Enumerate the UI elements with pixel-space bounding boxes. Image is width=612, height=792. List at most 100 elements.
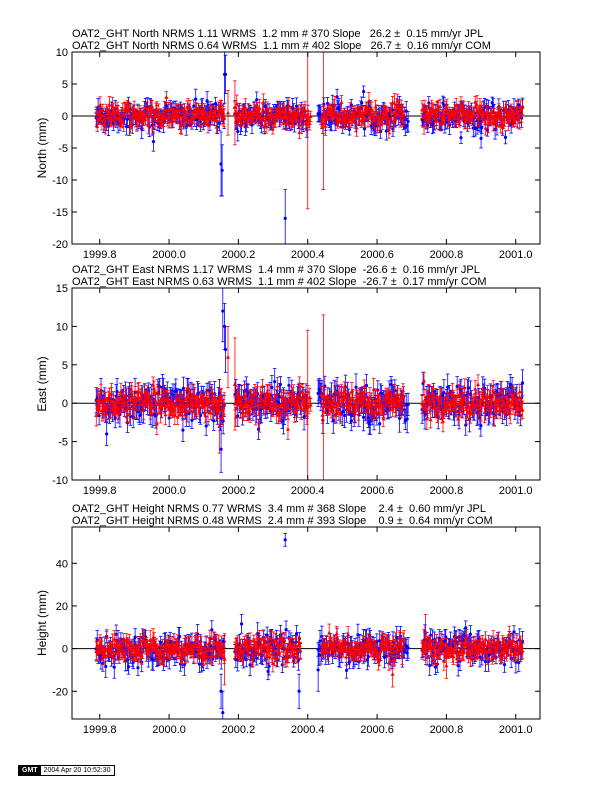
data-point — [94, 110, 99, 115]
data-point — [482, 117, 487, 122]
data-point — [480, 125, 484, 129]
panel1-header-jpl: OAT2_GHT North NRMS 1.11 WRMS 1.2 mm # 3… — [72, 28, 484, 40]
data-point — [187, 117, 192, 122]
data-point — [339, 100, 344, 104]
data-point — [434, 118, 439, 122]
data-point — [406, 119, 410, 124]
y-axis-label: North (mm) — [35, 118, 49, 179]
data-point — [205, 99, 209, 103]
data-point — [332, 102, 337, 107]
data-point — [378, 422, 382, 426]
x-tick-label: 2000.0 — [152, 249, 186, 261]
data-point — [404, 109, 408, 113]
x-tick-label: 1999.8 — [83, 249, 117, 261]
data-point — [261, 99, 266, 104]
data-point — [103, 124, 108, 129]
y-tick-label: 0 — [62, 111, 68, 123]
data-point — [97, 414, 101, 418]
data-point — [242, 115, 247, 120]
data-point — [255, 98, 259, 102]
data-point — [164, 104, 168, 109]
data-point — [391, 127, 395, 131]
data-point — [442, 391, 446, 395]
data-point — [286, 103, 291, 108]
data-point — [269, 112, 274, 117]
data-point — [349, 419, 353, 423]
data-point — [335, 95, 339, 99]
data-point — [270, 126, 275, 131]
data-point — [109, 116, 114, 121]
x-tick-label: 2000.8 — [430, 249, 464, 261]
data-point — [338, 111, 343, 116]
data-point — [214, 102, 218, 106]
data-point — [503, 105, 508, 109]
y-tick-label: -15 — [52, 207, 68, 219]
data-point — [270, 385, 274, 389]
data-point — [263, 115, 268, 119]
data-point — [421, 107, 426, 112]
data-point — [322, 102, 326, 106]
data-point — [243, 104, 248, 109]
data-point — [466, 108, 471, 113]
data-point — [406, 402, 410, 407]
data-point — [491, 121, 496, 126]
data-point — [223, 72, 228, 76]
data-point — [192, 104, 196, 108]
data-point — [512, 119, 517, 124]
data-point — [398, 116, 403, 121]
data-point — [499, 113, 504, 118]
data-point — [257, 105, 262, 110]
data-point — [298, 111, 303, 115]
data-point — [497, 110, 502, 115]
data-point — [455, 384, 459, 388]
data-point — [188, 104, 193, 109]
data-point — [354, 125, 359, 130]
y-tick-label: -20 — [52, 239, 68, 251]
data-point — [278, 382, 282, 386]
data-point — [151, 125, 156, 130]
data-point — [503, 135, 508, 139]
data-point — [284, 110, 289, 115]
data-point — [481, 110, 486, 115]
data-point — [217, 121, 221, 125]
data-point — [473, 99, 478, 104]
data-point — [299, 122, 304, 127]
data-point — [422, 123, 427, 128]
data-point — [405, 417, 409, 421]
data-point — [297, 130, 302, 135]
data-point — [164, 94, 169, 99]
x-tick-label: 2000.2 — [222, 249, 256, 261]
data-point — [264, 124, 269, 129]
data-point — [177, 108, 182, 112]
data-point — [343, 413, 347, 418]
data-point — [202, 109, 207, 114]
data-point — [143, 117, 148, 121]
x-tick-label: 2000.6 — [360, 249, 394, 261]
data-point — [397, 416, 402, 420]
data-point — [360, 101, 364, 105]
data-point — [197, 115, 202, 120]
data-point — [517, 103, 521, 107]
data-point — [303, 107, 308, 112]
data-point — [236, 129, 240, 134]
data-point — [302, 415, 306, 419]
data-point — [305, 117, 310, 121]
data-point — [387, 123, 392, 128]
data-point — [442, 115, 447, 119]
panel3-header-com: OAT2_GHT Height NRMS 0.48 WRMS 2.4 mm # … — [72, 515, 493, 527]
data-point — [281, 120, 286, 125]
data-point — [149, 113, 154, 117]
data-point — [466, 386, 471, 390]
data-point — [364, 383, 369, 388]
data-point — [374, 109, 379, 114]
data-point — [134, 121, 139, 126]
data-point — [369, 107, 374, 112]
data-point — [446, 385, 450, 389]
data-point — [273, 380, 277, 384]
data-point — [251, 112, 256, 117]
data-point — [380, 119, 385, 124]
data-point — [267, 120, 272, 125]
data-point — [520, 104, 525, 109]
data-point — [323, 124, 328, 128]
